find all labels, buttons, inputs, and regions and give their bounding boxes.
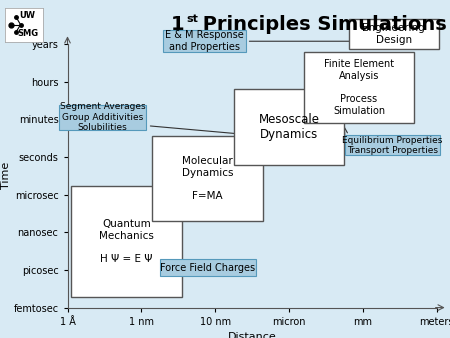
Text: Force Field Charges: Force Field Charges	[160, 263, 256, 273]
Text: Molecular
Dynamics

F=MA: Molecular Dynamics F=MA	[182, 156, 234, 201]
Text: 1: 1	[171, 15, 184, 34]
Text: UW: UW	[19, 11, 36, 20]
Text: st: st	[187, 14, 198, 24]
Text: Segment Averages
Group Additivities
Solubilities: Segment Averages Group Additivities Solu…	[60, 102, 145, 132]
Text: SMG: SMG	[17, 29, 38, 38]
Text: Mesoscale
Dynamics: Mesoscale Dynamics	[258, 113, 319, 141]
Text: E & M Response
and Properties: E & M Response and Properties	[166, 30, 244, 52]
X-axis label: Distance: Distance	[228, 332, 276, 338]
Text: Finite Element
Analysis

Process
Simulation: Finite Element Analysis Process Simulati…	[324, 59, 394, 116]
Text: Principles Simulations: Principles Simulations	[196, 15, 446, 34]
Text: Quantum
Mechanics

H Ψ = E Ψ: Quantum Mechanics H Ψ = E Ψ	[99, 219, 154, 264]
Text: Engineering
Design: Engineering Design	[362, 23, 425, 45]
Text: Equilibrium Properties
Transport Properties: Equilibrium Properties Transport Propert…	[342, 136, 443, 155]
Y-axis label: Time: Time	[0, 162, 10, 189]
